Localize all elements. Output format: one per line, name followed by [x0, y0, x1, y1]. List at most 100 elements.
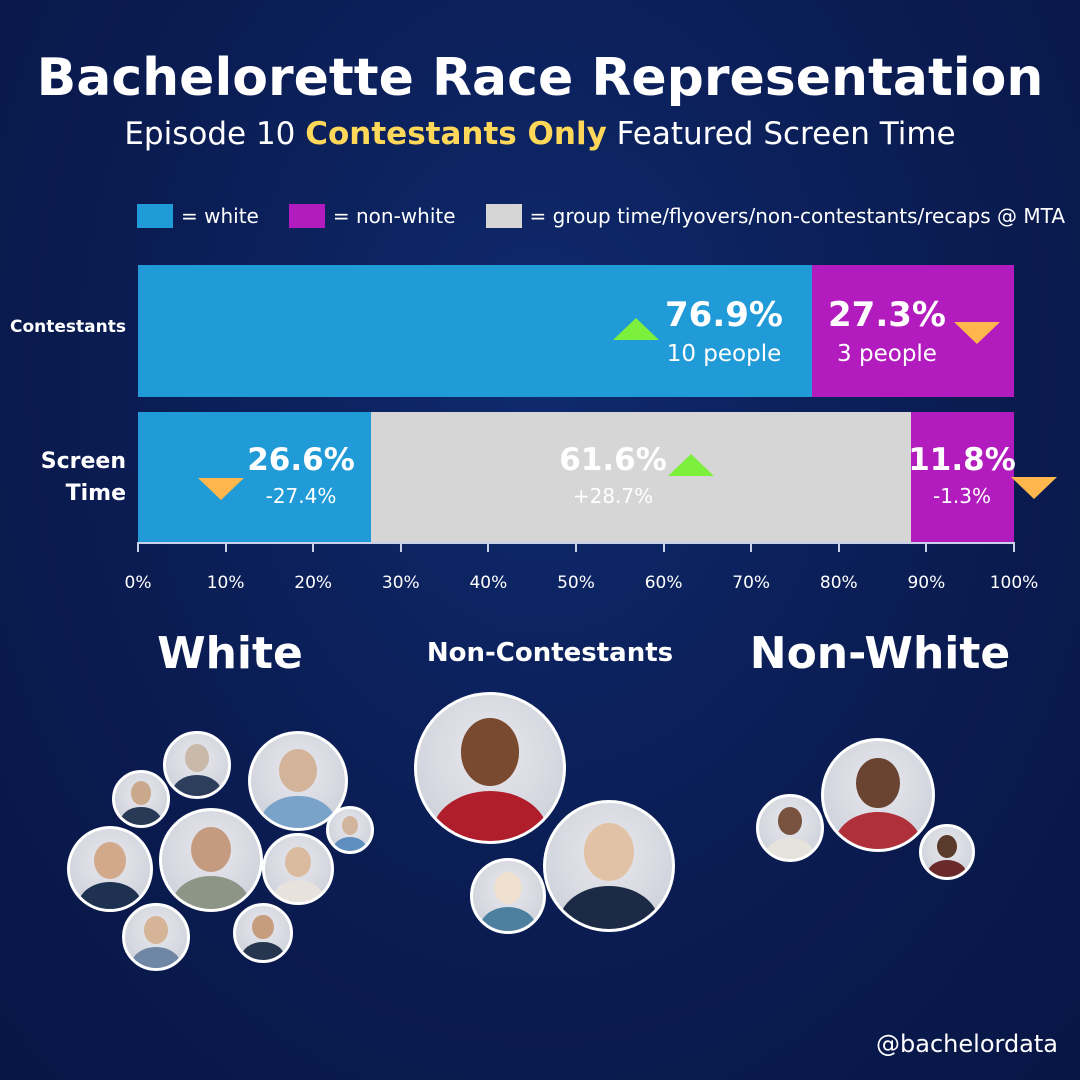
bar-segment-0-white [138, 265, 812, 397]
x-tick-label-6: 60% [644, 573, 683, 593]
person-body-icon [834, 812, 922, 849]
person-body-icon [172, 774, 222, 796]
contestant-photo-8 [233, 903, 293, 963]
group-title-non-contestants: Non-Contestants [426, 638, 674, 668]
data-label-sub-1-group: +28.7% [572, 484, 654, 508]
person-head-icon [494, 872, 522, 905]
data-label-pct-1-group: 61.6% [559, 442, 667, 478]
person-body-icon [765, 837, 815, 859]
x-tick-2 [312, 542, 315, 552]
subtitle-highlight: Contestants Only [305, 116, 607, 152]
person-head-icon [252, 914, 274, 940]
x-tick-9 [925, 542, 928, 552]
legend-label-non-white: = non-white [332, 204, 456, 228]
data-label-pct-0-non_white: 27.3% [828, 295, 946, 335]
x-tick-10 [1013, 542, 1015, 552]
legend-swatch-group [485, 204, 522, 228]
x-tick-label-1: 10% [206, 573, 245, 593]
person-head-icon [279, 749, 317, 793]
up-arrow-icon-1-group [668, 454, 714, 476]
subtitle-episode: Episode 10 [124, 116, 296, 152]
contestant-photo-14 [919, 824, 975, 880]
person-head-icon [191, 826, 231, 872]
person-head-icon [284, 846, 312, 877]
person-head-icon [341, 815, 359, 836]
contestant-photo-13 [756, 794, 824, 862]
chart-title: Bachelorette Race Representation [36, 48, 1044, 108]
person-body-icon [131, 946, 181, 968]
legend-label-group: = group time/flyovers/non-contestants/re… [529, 204, 1066, 228]
data-label-sub-0-white: 10 people [666, 341, 782, 367]
x-tick-label-8: 80% [819, 573, 858, 593]
x-tick-label-7: 70% [732, 573, 771, 593]
person-body-icon [78, 881, 142, 909]
bar-segment-1-white [138, 412, 372, 542]
person-head-icon [94, 841, 126, 879]
person-head-icon [130, 781, 152, 806]
legend-swatch-white [137, 204, 173, 228]
person-head-icon [937, 835, 957, 858]
contestant-photo-7 [122, 903, 190, 971]
x-tick-6 [662, 542, 665, 552]
person-body-icon [480, 907, 536, 931]
row-label-0: Contestants [10, 317, 126, 337]
x-tick-5 [575, 542, 577, 552]
person-head-icon [460, 718, 520, 786]
person-body-icon [171, 875, 251, 909]
x-tick-1 [224, 542, 227, 552]
person-head-icon [856, 758, 900, 808]
x-tick-8 [837, 542, 840, 552]
person-head-icon [143, 915, 169, 945]
data-label-pct-1-non_white: 11.8% [908, 442, 1016, 478]
contestant-photo-10 [543, 800, 675, 932]
data-label-sub-1-non_white: -1.3% [932, 484, 992, 508]
x-tick-label-2: 20% [294, 573, 333, 593]
person-body-icon [241, 941, 285, 960]
x-tick-label-3: 30% [381, 573, 420, 593]
contestant-photo-5 [159, 808, 263, 912]
contestant-photo-12 [821, 738, 935, 852]
person-head-icon [777, 806, 803, 836]
chart-subtitle: Episode 10 Contestants Only Featured Scr… [0, 116, 1080, 152]
contestant-photo-3 [326, 806, 374, 854]
contestant-photo-2 [112, 770, 170, 828]
x-tick-label-0: 0% [124, 573, 152, 593]
footer-handle: @bachelordata [876, 1030, 1058, 1058]
bar-segment-1-group [371, 412, 911, 542]
down-arrow-icon-0-non_white [954, 322, 1000, 344]
x-tick-label-4: 40% [469, 573, 508, 593]
x-tick-4 [487, 542, 490, 552]
data-label-sub-1-white: -27.4% [265, 484, 337, 508]
x-tick-label-5: 50% [557, 573, 595, 593]
legend-swatch-non-white [288, 204, 325, 228]
up-arrow-icon-0-white [613, 318, 659, 340]
person-body-icon [260, 796, 336, 828]
chart-legend: = white = non-white = group time/flyover… [137, 203, 1065, 229]
contestant-photo-0 [163, 731, 231, 799]
contestant-photo-6 [262, 833, 334, 905]
legend-label-white: = white [181, 204, 259, 228]
contestant-photo-11 [470, 858, 546, 934]
person-body-icon [120, 807, 162, 825]
data-label-sub-0-non_white: 3 people [837, 341, 937, 367]
data-label-pct-1-white: 26.6% [247, 442, 355, 478]
subtitle-rest: Featured Screen Time [616, 116, 956, 152]
group-title-white: White [157, 628, 303, 679]
contestant-photo-4 [67, 826, 153, 912]
x-tick-label-10: 100% [989, 573, 1039, 593]
x-tick-0 [137, 542, 139, 552]
down-arrow-icon-1-non_white [1011, 477, 1057, 499]
x-tick-3 [399, 542, 402, 552]
x-tick-label-9: 90% [907, 573, 946, 593]
bar-segment-1-non_white [910, 412, 1014, 542]
person-body-icon [558, 886, 660, 929]
group-title-non-white: Non-White [749, 628, 1011, 679]
down-arrow-icon-1-white [198, 478, 244, 500]
contestant-photo-9 [414, 692, 566, 844]
x-tick-7 [750, 542, 753, 552]
person-head-icon [583, 823, 635, 882]
person-body-icon [271, 879, 325, 902]
row-label-1: Screen Time [40, 449, 126, 506]
person-body-icon [333, 836, 367, 851]
person-head-icon [184, 743, 210, 773]
